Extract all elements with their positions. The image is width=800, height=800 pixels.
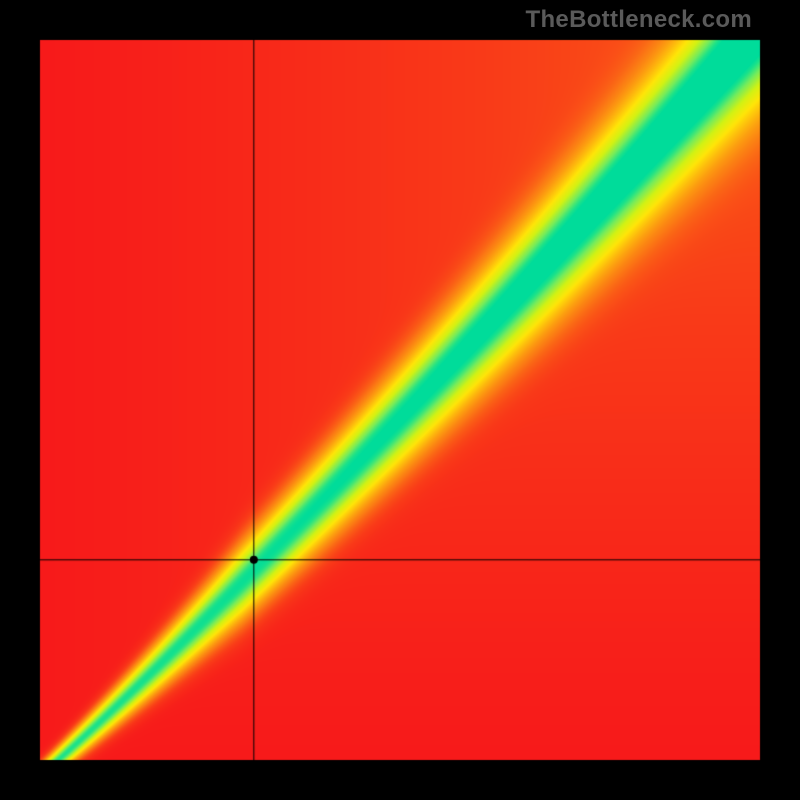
heatmap-canvas (0, 0, 800, 800)
chart-container: TheBottleneck.com (0, 0, 800, 800)
watermark-text: TheBottleneck.com (526, 6, 752, 34)
